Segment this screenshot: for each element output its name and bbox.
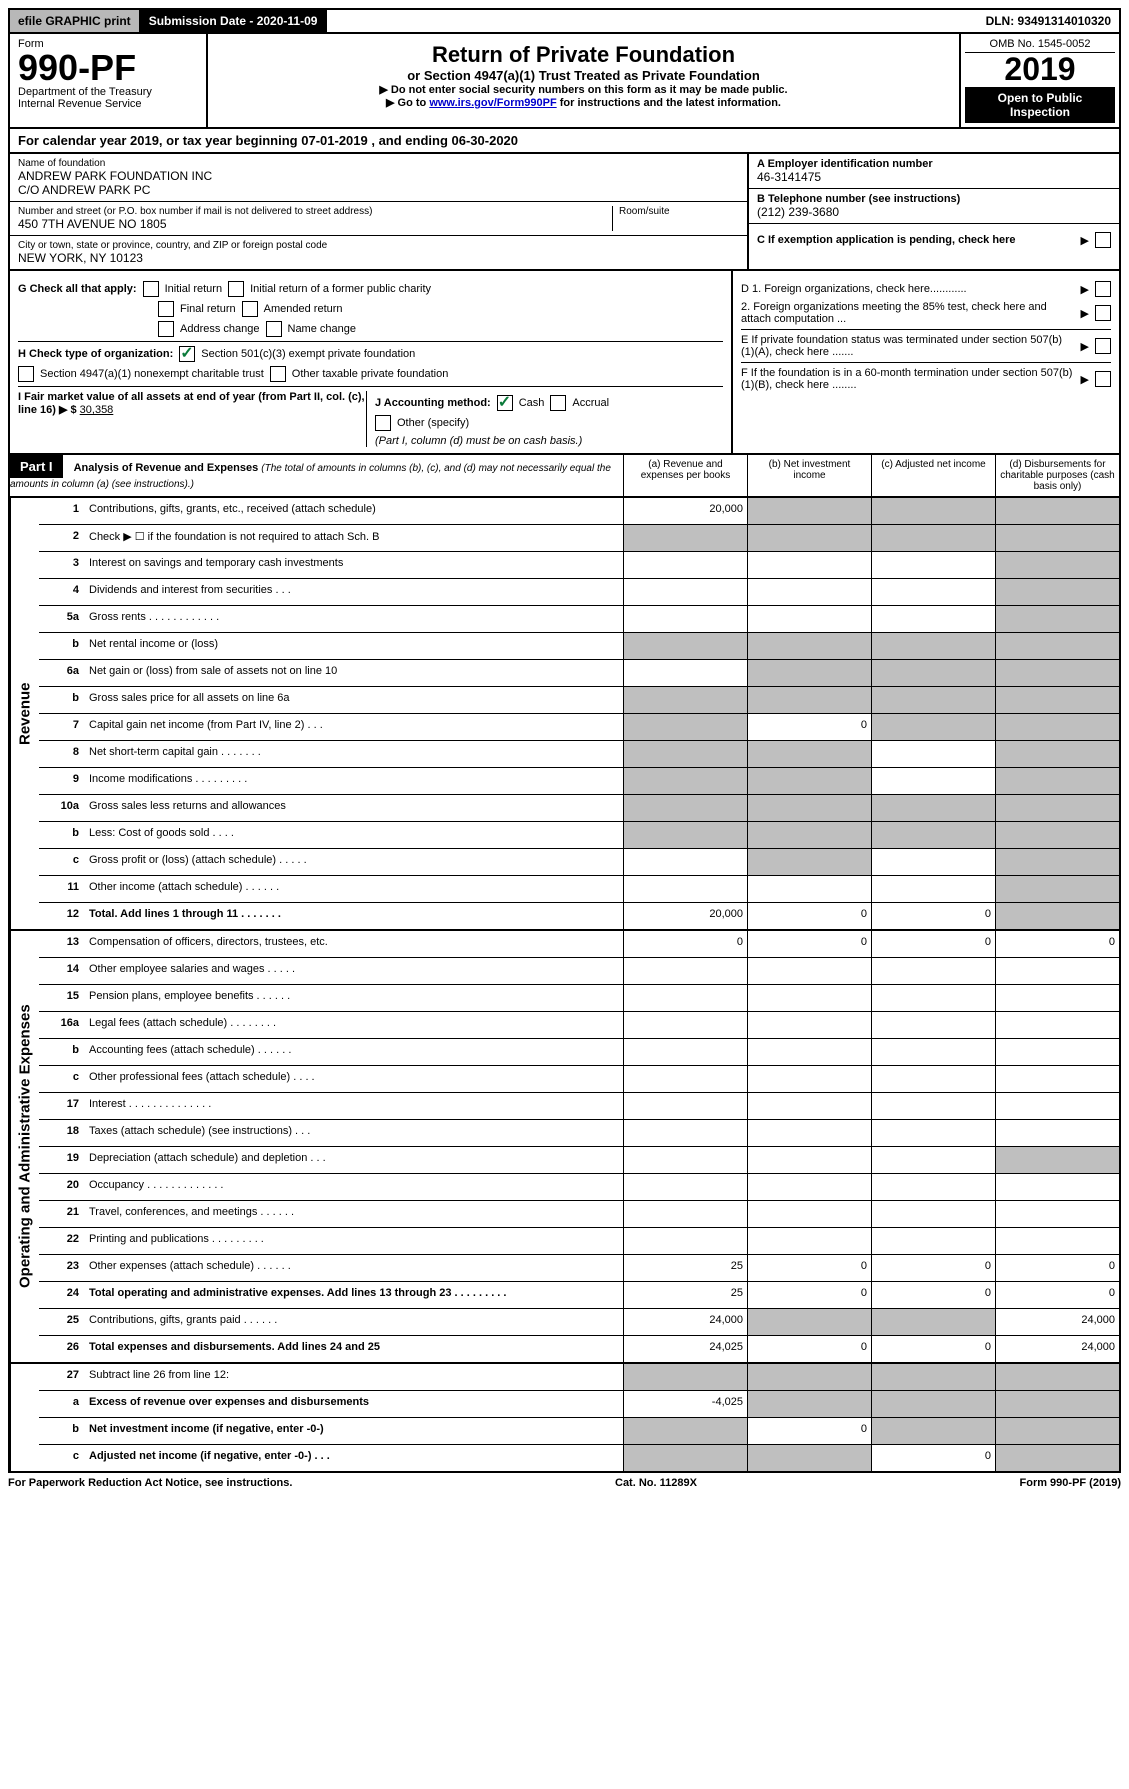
c-checkbox[interactable] xyxy=(1095,232,1111,248)
phone: (212) 239-3680 xyxy=(757,205,1111,219)
address-change-checkbox[interactable] xyxy=(158,321,174,337)
city-state-zip: NEW YORK, NY 10123 xyxy=(18,251,739,265)
revenue-section: Revenue 1Contributions, gifts, grants, e… xyxy=(8,498,1121,931)
col-b-header: (b) Net investment income xyxy=(747,455,871,496)
top-bar: efile GRAPHIC print Submission Date - 20… xyxy=(8,8,1121,34)
foundation-name: ANDREW PARK FOUNDATION INC C/O ANDREW PA… xyxy=(18,169,739,197)
identification-block: Name of foundation ANDREW PARK FOUNDATIO… xyxy=(8,154,1121,271)
tax-year: 2019 xyxy=(965,53,1115,85)
checks-block: G Check all that apply: Initial return I… xyxy=(8,271,1121,455)
efile-label: efile GRAPHIC print xyxy=(10,10,141,32)
j-label: J Accounting method: xyxy=(375,397,491,409)
net-section: 27Subtract line 26 from line 12: aExcess… xyxy=(8,1364,1121,1473)
form-number: 990-PF xyxy=(18,50,198,86)
form-title: Return of Private Foundation xyxy=(216,42,951,68)
d1-label: D 1. Foreign organizations, check here..… xyxy=(741,283,967,295)
col-c-header: (c) Adjusted net income xyxy=(871,455,995,496)
expenses-label: Operating and Administrative Expenses xyxy=(10,931,39,1362)
h-label: H Check type of organization: xyxy=(18,348,173,360)
501c3-checkbox[interactable] xyxy=(179,346,195,362)
initial-return-checkbox[interactable] xyxy=(143,281,159,297)
cash-checkbox[interactable] xyxy=(497,395,513,411)
footer: For Paperwork Reduction Act Notice, see … xyxy=(8,1473,1121,1493)
j-note: (Part I, column (d) must be on cash basi… xyxy=(375,435,723,447)
footer-right: Form 990-PF (2019) xyxy=(1020,1477,1121,1489)
form-header: Form 990-PF Department of the Treasury I… xyxy=(8,34,1121,129)
name-change-checkbox[interactable] xyxy=(266,321,282,337)
expenses-section: Operating and Administrative Expenses 13… xyxy=(8,931,1121,1364)
instruction-2: ▶ Go to www.irs.gov/Form990PF for instru… xyxy=(216,96,951,109)
final-return-checkbox[interactable] xyxy=(158,301,174,317)
submission-date: Submission Date - 2020-11-09 xyxy=(141,10,328,32)
part1-header-row: Part I Analysis of Revenue and Expenses … xyxy=(8,455,1121,498)
address: 450 7TH AVENUE NO 1805 xyxy=(18,217,612,231)
ein: 46-3141475 xyxy=(757,170,1111,184)
ein-label: A Employer identification number xyxy=(757,158,1111,170)
d2-checkbox[interactable] xyxy=(1095,305,1111,321)
calendar-year-row: For calendar year 2019, or tax year begi… xyxy=(8,129,1121,154)
inspection-label: Open to Public Inspection xyxy=(965,87,1115,123)
room-label: Room/suite xyxy=(619,206,739,217)
d1-checkbox[interactable] xyxy=(1095,281,1111,297)
amended-return-checkbox[interactable] xyxy=(242,301,258,317)
e-checkbox[interactable] xyxy=(1095,338,1111,354)
4947-checkbox[interactable] xyxy=(18,366,34,382)
fmv-value: 30,358 xyxy=(80,404,114,416)
dln: DLN: 93491314010320 xyxy=(978,10,1119,32)
department: Department of the Treasury Internal Reve… xyxy=(18,86,198,110)
part1-label: Part I xyxy=(10,455,63,478)
name-label: Name of foundation xyxy=(18,158,739,169)
phone-label: B Telephone number (see instructions) xyxy=(757,193,1111,205)
instruction-1: ▶ Do not enter social security numbers o… xyxy=(216,83,951,96)
city-label: City or town, state or province, country… xyxy=(18,240,739,251)
f-label: F If the foundation is in a 60-month ter… xyxy=(741,367,1075,391)
irs-link[interactable]: www.irs.gov/Form990PF xyxy=(429,97,556,109)
address-label: Number and street (or P.O. box number if… xyxy=(18,206,612,217)
footer-left: For Paperwork Reduction Act Notice, see … xyxy=(8,1477,292,1489)
d2-label: 2. Foreign organizations meeting the 85%… xyxy=(741,301,1075,325)
col-a-header: (a) Revenue and expenses per books xyxy=(623,455,747,496)
i-label: I Fair market value of all assets at end… xyxy=(18,391,365,416)
f-checkbox[interactable] xyxy=(1095,371,1111,387)
other-method-checkbox[interactable] xyxy=(375,415,391,431)
col-d-header: (d) Disbursements for charitable purpose… xyxy=(995,455,1119,496)
form-subtitle: or Section 4947(a)(1) Trust Treated as P… xyxy=(216,68,951,83)
initial-former-checkbox[interactable] xyxy=(228,281,244,297)
other-taxable-checkbox[interactable] xyxy=(270,366,286,382)
c-label: C If exemption application is pending, c… xyxy=(757,234,1016,246)
accrual-checkbox[interactable] xyxy=(550,395,566,411)
g-label: G Check all that apply: xyxy=(18,283,137,295)
revenue-label: Revenue xyxy=(10,498,39,929)
footer-mid: Cat. No. 11289X xyxy=(615,1477,697,1489)
e-label: E If private foundation status was termi… xyxy=(741,334,1075,358)
